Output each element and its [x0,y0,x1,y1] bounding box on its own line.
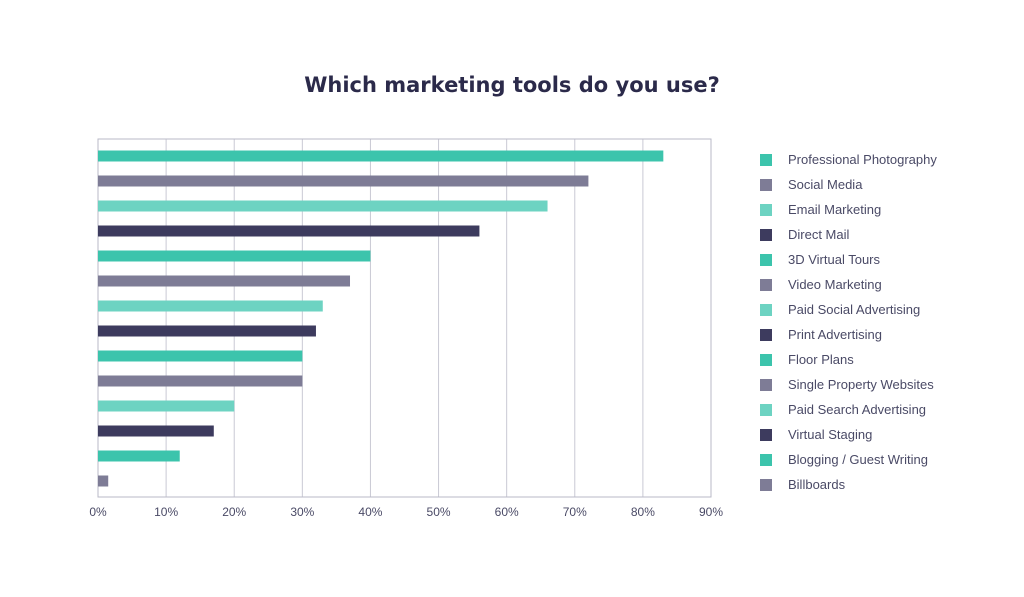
legend-item: Paid Social Advertising [760,297,937,322]
bar [98,225,480,237]
legend-label: Single Property Websites [788,377,934,392]
legend-label: Print Advertising [788,327,882,342]
legend-swatch [760,178,772,191]
legend-swatch [760,153,772,166]
legend-label: Video Marketing [788,277,882,292]
x-tick-label: 20% [222,505,246,519]
legend-swatch [760,253,772,266]
legend-item: Print Advertising [760,322,937,347]
legend-swatch [760,453,772,466]
legend-swatch [760,278,772,291]
bar [98,175,589,187]
plot-frame [97,138,712,498]
bar [98,300,323,312]
legend-label: Floor Plans [788,352,854,367]
legend-swatch [760,303,772,316]
legend-label: Social Media [788,177,863,192]
legend-item: Video Marketing [760,272,937,297]
legend-item: Billboards [760,472,937,497]
x-tick-label: 70% [563,505,587,519]
x-tick-label: 10% [154,505,178,519]
bar [98,250,371,262]
legend-item: Virtual Staging [760,422,937,447]
x-tick-label: 90% [699,505,723,519]
legend-item: Email Marketing [760,197,937,222]
bar [98,275,351,287]
legend-swatch [760,378,772,391]
legend-label: Blogging / Guest Writing [788,452,928,467]
bar [98,450,180,462]
legend-swatch [760,203,772,216]
x-tick-label: 60% [495,505,519,519]
bar [98,150,664,162]
legend-label: Virtual Staging [788,427,873,442]
bar [98,350,303,362]
x-tick-label: 0% [89,505,107,519]
bar [98,200,548,212]
legend-label: 3D Virtual Tours [788,252,881,267]
legend-item: Professional Photography [760,147,937,172]
legend-item: Direct Mail [760,222,937,247]
legend-label: Professional Photography [788,152,937,167]
bar [98,475,109,487]
legend-swatch [760,478,772,491]
x-tick-label: 40% [358,505,382,519]
legend-swatch [760,353,772,366]
bar [98,375,303,387]
legend-swatch [760,228,772,241]
legend-item: Paid Search Advertising [760,397,937,422]
legend-item: Social Media [760,172,937,197]
bar [98,325,316,337]
x-tick-label: 30% [290,505,314,519]
bar [98,400,235,412]
legend-item: 3D Virtual Tours [760,247,937,272]
legend-item: Floor Plans [760,347,937,372]
x-tick-label: 50% [427,505,451,519]
x-tick-label: 80% [631,505,655,519]
legend-item: Single Property Websites [760,372,937,397]
legend-label: Direct Mail [788,227,850,242]
chart-legend: Professional Photography Social Media Emai… [760,147,937,497]
legend-item: Blogging / Guest Writing [760,447,937,472]
chart-title: Which marketing tools do you use? [304,73,720,97]
legend-label: Paid Search Advertising [788,402,927,417]
legend-label: Paid Social Advertising [788,302,921,317]
legend-label: Billboards [788,477,846,492]
legend-swatch [760,428,772,441]
bar [98,425,214,437]
legend-swatch [760,403,772,416]
legend-swatch [760,328,772,341]
legend-label: Email Marketing [788,202,882,217]
